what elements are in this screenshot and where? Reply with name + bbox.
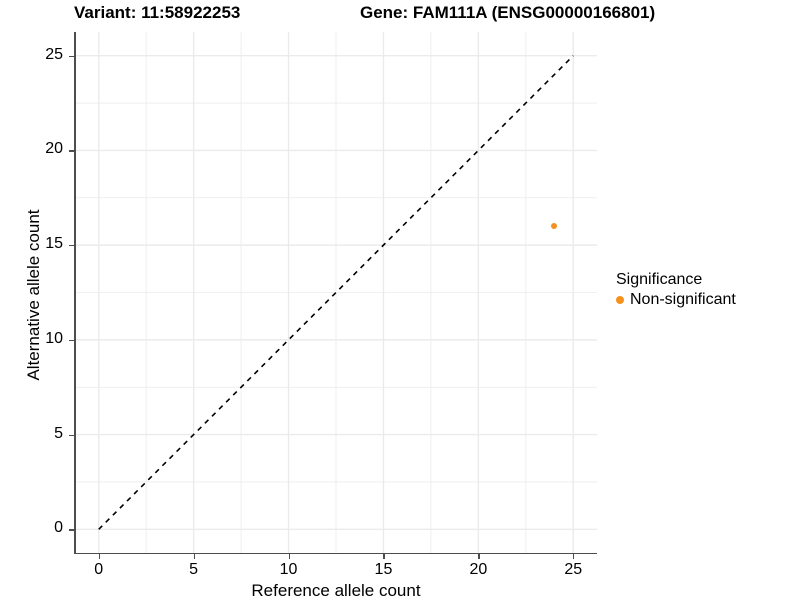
y-tick-label: 25 [45, 45, 63, 63]
x-tick [288, 554, 290, 559]
title-variant: Variant: 11:58922253 [74, 3, 241, 22]
identity-line [98, 55, 574, 530]
plot-panel [75, 32, 597, 553]
x-tick-label: 20 [469, 561, 488, 578]
x-tick [383, 554, 385, 559]
y-tick [69, 529, 74, 531]
y-tick [69, 434, 74, 436]
y-tick-label: 15 [45, 235, 63, 253]
y-tick-label: 0 [54, 519, 63, 537]
x-tick-label: 15 [374, 561, 393, 578]
y-tick [69, 245, 74, 247]
x-tick [98, 554, 100, 559]
y-tick-label: 10 [45, 329, 63, 347]
data-points-layer [75, 32, 597, 553]
panel-gridlines [75, 32, 597, 553]
y-axis-label: Alternative allele count [24, 209, 43, 381]
data-point [551, 223, 558, 230]
y-tick-label: 20 [45, 140, 63, 158]
legend-items: Non-significant [616, 290, 796, 309]
x-tick [193, 554, 195, 559]
legend-dot-icon [616, 295, 624, 304]
legend: Significance Non-significant [616, 270, 796, 309]
x-axis-label: Reference allele count [251, 581, 421, 600]
legend-title: Significance [616, 271, 703, 288]
title-gene: Gene: FAM111A (ENSG00000166801) [360, 3, 656, 22]
legend-item[interactable]: Non-significant [616, 290, 796, 309]
y-tick [69, 339, 74, 342]
x-tick-label: 10 [279, 561, 298, 578]
y-tick [69, 55, 74, 57]
x-tick-label: 0 [94, 561, 104, 578]
legend-item-label: Non-significant [630, 291, 736, 308]
y-axis-line [74, 32, 76, 554]
x-tick [573, 554, 575, 559]
x-tick-label: 5 [189, 561, 199, 578]
y-tick [69, 150, 74, 152]
chart-title: Variant: 11:58922253 Gene: FAM111A (ENSG… [0, 3, 800, 25]
x-tick-label: 25 [564, 561, 583, 578]
x-tick [478, 554, 480, 559]
y-tick-label: 5 [54, 424, 63, 442]
x-axis-line [74, 552, 597, 554]
